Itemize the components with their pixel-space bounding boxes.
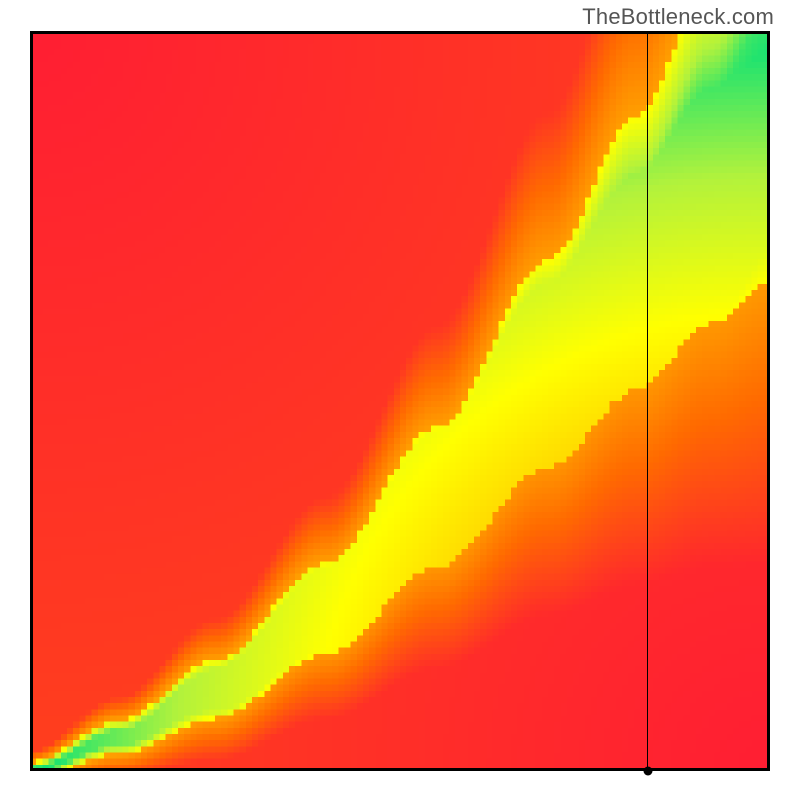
plot-area xyxy=(30,31,770,771)
heatmap-canvas xyxy=(30,31,770,771)
root: TheBottleneck.com xyxy=(0,0,800,800)
watermark: TheBottleneck.com xyxy=(582,4,774,30)
